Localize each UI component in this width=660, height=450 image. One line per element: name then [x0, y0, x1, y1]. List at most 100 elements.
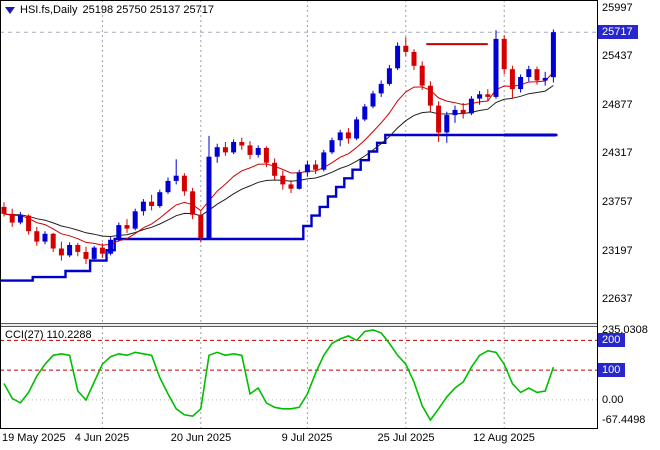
candle-body — [477, 94, 483, 99]
candle-body — [403, 45, 409, 52]
candle-body — [460, 109, 466, 114]
candle-body — [452, 109, 458, 116]
candle-body — [173, 175, 179, 181]
candle-body — [124, 225, 130, 229]
cci-level-tag: 100 — [598, 363, 626, 377]
candle-body — [140, 201, 146, 212]
time-axis-label: 20 Jun 2025 — [170, 432, 232, 444]
candle-body — [58, 248, 64, 256]
candle-body — [1, 206, 7, 214]
candle-body — [149, 201, 155, 206]
candle-body — [34, 231, 40, 242]
candle-body — [42, 233, 48, 242]
candle-body — [518, 77, 524, 90]
candle-body — [411, 51, 417, 66]
candle-body — [157, 192, 163, 207]
price-axis-label: 24877 — [602, 99, 633, 111]
candle-body — [419, 65, 425, 86]
price-axis[interactable]: 25717 25997 25437 24877 24317 23757 23197 2263… — [598, 0, 660, 429]
cci-indicator-label: CCI(27) 110.2288 — [5, 329, 92, 341]
candle-body — [542, 77, 548, 81]
candle-body — [222, 147, 228, 153]
candle-body — [304, 164, 310, 173]
ma-slow-line — [3, 85, 554, 238]
chart-title-overlay: HSI.fs,Daily 25198 25750 25137 25717 — [5, 4, 214, 16]
candle-body — [321, 152, 327, 170]
cci-pane[interactable] — [0, 327, 597, 428]
candle-body — [17, 215, 23, 223]
candle-body — [116, 225, 122, 240]
candle-body — [91, 247, 97, 259]
candle-body — [198, 214, 204, 239]
time-axis-label: 12 Aug 2025 — [473, 432, 535, 444]
candle-body — [50, 233, 56, 249]
candle-body — [263, 148, 269, 163]
ma-fast-line — [3, 71, 554, 246]
candle-body — [362, 106, 368, 120]
time-axis-label: 25 Jul 2025 — [377, 432, 435, 444]
candle-body — [444, 115, 450, 133]
symbol-period-label: HSI.fs,Daily — [20, 4, 78, 16]
candle-body — [345, 132, 351, 139]
cci-axis-label: 0.00 — [602, 394, 624, 406]
candle-body — [214, 147, 220, 157]
candle-body — [165, 180, 171, 193]
candle-body — [190, 191, 196, 215]
time-axis-label: 19 May 2025 — [2, 432, 66, 444]
candle-body — [132, 211, 138, 229]
time-axis-label: 9 Jul 2025 — [281, 432, 333, 444]
candle-body — [526, 69, 532, 77]
time-axis[interactable]: 19 May 2025 4 Jun 2025 20 Jun 2025 9 Jul 20… — [0, 430, 660, 450]
candle-body — [550, 32, 556, 78]
price-axis-label: 24317 — [602, 147, 633, 159]
candle-body — [370, 93, 376, 107]
candle-body — [468, 98, 474, 114]
candle-body — [181, 175, 187, 192]
candle-body — [378, 83, 384, 94]
candle-body — [534, 69, 540, 81]
candle-body — [108, 239, 114, 254]
cci-axis-label: -67.4498 — [602, 414, 646, 426]
candle-body — [206, 156, 212, 239]
candle-body — [99, 247, 105, 254]
candle-body — [288, 184, 294, 189]
candle-body — [313, 164, 319, 170]
candle-body — [83, 252, 89, 259]
candle-body — [395, 45, 401, 69]
candle-body — [493, 38, 499, 97]
candle-body — [247, 145, 253, 155]
cci-line — [3, 329, 555, 422]
symbol-icon — [5, 6, 15, 14]
candle-body — [231, 142, 237, 153]
candle-body — [255, 148, 261, 155]
candle-body — [509, 69, 515, 90]
candle-body — [75, 245, 81, 252]
candle-body — [272, 162, 278, 176]
price-axis-label: 23197 — [602, 245, 633, 257]
candle-body — [485, 94, 491, 97]
current-price-tag: 25717 — [598, 25, 638, 39]
candle-body — [26, 215, 32, 232]
candle-body — [239, 142, 245, 146]
main-chart[interactable] — [0, 0, 597, 323]
time-axis-label: 4 Jun 2025 — [74, 432, 130, 444]
cci-level-tag: 200 — [598, 333, 626, 347]
candle-body — [337, 132, 343, 141]
candle-body — [427, 85, 433, 106]
candle-body — [9, 213, 15, 223]
price-axis-label: 22637 — [602, 293, 633, 305]
candle-body — [354, 119, 360, 139]
candle-body — [386, 68, 392, 84]
price-axis-label: 23757 — [602, 196, 633, 208]
candle-body — [296, 172, 302, 189]
candle-body — [501, 38, 507, 70]
pane-separator[interactable] — [0, 323, 598, 327]
candle-body — [329, 140, 335, 153]
ohlc-values: 25198 25750 25137 25717 — [82, 4, 214, 16]
candle-body — [280, 175, 286, 185]
trailing-stop-line — [0, 133, 558, 282]
candle-body — [67, 245, 73, 256]
price-axis-label: 25997 — [602, 2, 633, 14]
candle-body — [436, 105, 442, 133]
